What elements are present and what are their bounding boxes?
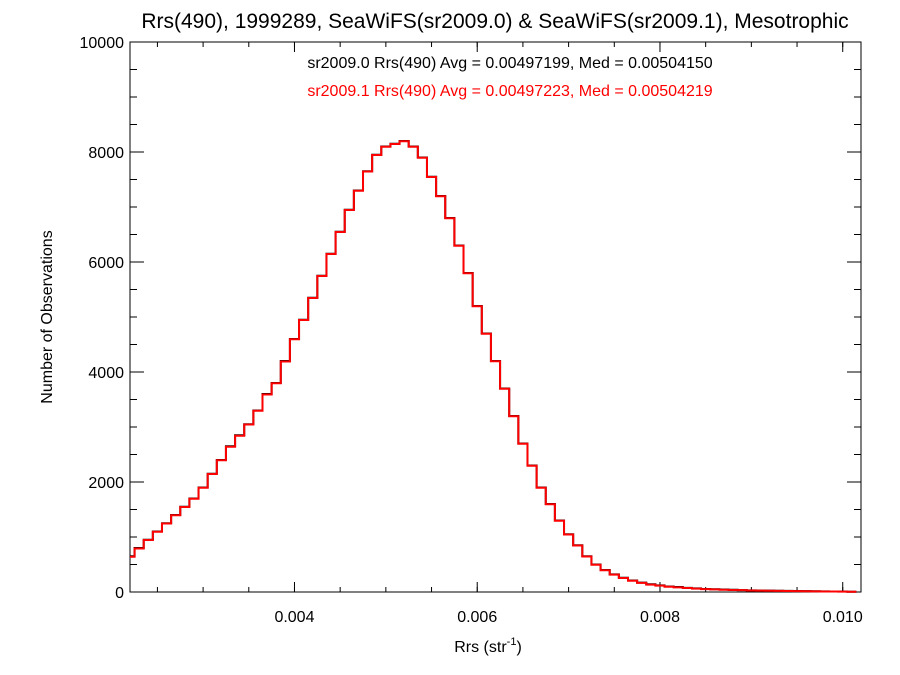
series-line-sr2009.1 xyxy=(130,140,857,593)
x-tick-label: 0.006 xyxy=(457,609,497,626)
x-tick-label: 0.008 xyxy=(640,609,680,626)
y-tick-label: 6000 xyxy=(88,255,124,272)
y-axis-label: Number of Observations xyxy=(39,230,56,403)
x-tick-label: 0.010 xyxy=(823,609,863,626)
y-tick-label: 2000 xyxy=(88,475,124,492)
plot-area xyxy=(129,41,862,593)
y-tick-label: 8000 xyxy=(88,145,124,162)
x-tick-label: 0.004 xyxy=(274,609,314,626)
ticks: 0.004 0.006 0.008 0.010 0 2000 4000 6000 8000 100… xyxy=(80,35,863,626)
y-tick-label: 0 xyxy=(115,585,124,602)
annotation-sr2009-0: sr2009.0 Rrs(490) Avg = 0.00497199, Med … xyxy=(307,55,712,72)
series-group xyxy=(130,140,857,593)
y-tick-label: 4000 xyxy=(88,365,124,382)
y-tick-label: 10000 xyxy=(80,35,125,52)
annotation-sr2009-1: sr2009.1 Rrs(490) Avg = 0.00497223, Med … xyxy=(307,83,712,100)
chart-title: Rrs(490), 1999289, SeaWiFS(sr2009.0) & S… xyxy=(141,10,848,33)
x-axis-label: Rrs (str-1) xyxy=(454,636,522,656)
plot-frame xyxy=(129,41,862,593)
series-line-sr2009.0 xyxy=(130,140,857,593)
